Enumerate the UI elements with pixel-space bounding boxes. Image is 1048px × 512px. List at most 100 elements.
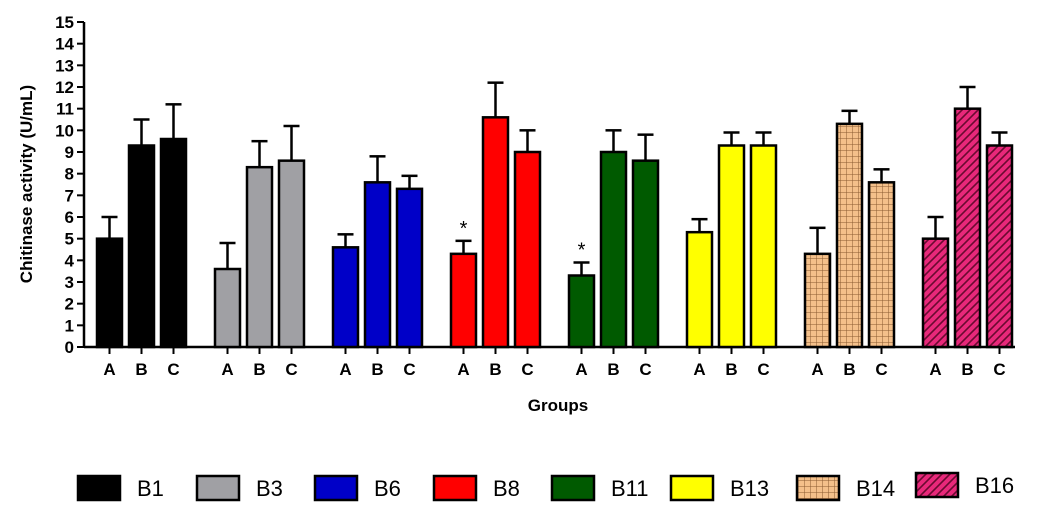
bar-b1-a [95, 237, 124, 349]
x-tick-label: A [221, 360, 233, 379]
legend-item-b8: B8 [432, 474, 520, 502]
x-axis-title: Groups [528, 396, 588, 415]
bar-b11-a [567, 274, 596, 349]
legend-label: B11 [611, 476, 649, 501]
bar-b13-a [685, 230, 714, 349]
legend-item-b13: B13 [669, 474, 769, 502]
x-tick-label: C [167, 360, 179, 379]
legend-item-b16: B16 [914, 471, 1014, 499]
legend-item-b1: B1 [76, 474, 164, 502]
bar-b3-b [245, 165, 274, 349]
x-tick-label: B [961, 360, 973, 379]
bar-b3-a [213, 267, 242, 349]
bar-b8-a [449, 252, 478, 349]
bar-b6-a [331, 246, 360, 349]
legend-swatch [669, 474, 715, 502]
bar-b16-b [953, 107, 982, 349]
x-tick-label: B [253, 360, 265, 379]
legend-swatch [432, 474, 478, 502]
x-tick-label: C [285, 360, 297, 379]
y-tick-label: 0 [65, 338, 74, 357]
x-tick-label: C [521, 360, 533, 379]
bar-b8-c [513, 150, 542, 349]
x-tick-label: B [607, 360, 619, 379]
bar-group-b13: A B C [685, 131, 778, 379]
bar-group-b3: A B C [213, 124, 306, 379]
y-tick-label: 6 [65, 208, 74, 227]
bar-group-b11: A * B C [567, 129, 660, 379]
bar-group-b16: A B C [921, 85, 1014, 379]
bars: A B C A B C A B C A * B C A * B C A B C A B C A B C [95, 81, 1014, 379]
bar-b14-a [803, 252, 832, 349]
x-tick-label: C [639, 360, 651, 379]
bar-b14-c [867, 181, 896, 349]
bar-group-b6: A B C [331, 155, 424, 379]
y-tick-label: 14 [55, 35, 74, 54]
x-tick-label: B [843, 360, 855, 379]
y-tick-label: 10 [55, 121, 74, 140]
bar-b6-c [395, 187, 424, 349]
y-tick-label: 12 [55, 78, 74, 97]
x-tick-label: B [135, 360, 147, 379]
bar-b3-c [277, 159, 306, 349]
bar-b16-c [985, 144, 1014, 349]
x-tick-label: A [103, 360, 115, 379]
x-tick-label: A [339, 360, 351, 379]
legend-label: B8 [493, 476, 520, 501]
y-tick-label: 5 [65, 230, 74, 249]
x-tick-label: C [875, 360, 887, 379]
x-tick-label: A [457, 360, 469, 379]
significance-marker: * [578, 240, 586, 262]
x-tick-label: C [757, 360, 769, 379]
legend-swatch [313, 474, 359, 502]
y-tick-label: 15 [55, 13, 74, 32]
y-tick-label: 13 [55, 56, 74, 75]
legend-item-b6: B6 [313, 474, 401, 502]
bar-b6-b [363, 181, 392, 349]
y-axis-title: Chitinase activity (U/mL) [17, 85, 36, 283]
legend-item-b14: B14 [795, 474, 895, 502]
legend-swatch [550, 474, 596, 502]
legend-label: B13 [730, 476, 769, 501]
legend-swatch [76, 474, 122, 502]
bar-group-b14: A B C [803, 109, 896, 379]
bar-b1-b [127, 144, 156, 349]
bar-b13-c [749, 144, 778, 349]
y-tick-label: 4 [65, 251, 75, 270]
y-tick-label: 9 [65, 143, 74, 162]
y-tick-label: 11 [56, 100, 74, 119]
bar-b1-c [159, 137, 188, 349]
x-tick-label: C [403, 360, 415, 379]
bar-b16-a [921, 237, 950, 349]
legend-swatch [195, 474, 241, 502]
legend-label: B1 [137, 476, 164, 501]
legend-item-b11: B11 [550, 474, 649, 502]
x-tick-label: A [575, 360, 587, 379]
bar-b11-b [599, 150, 628, 349]
legend: B1 B3 B6 B8 B11 B13 B14 B16 [76, 471, 1014, 502]
x-tick-label: A [929, 360, 941, 379]
bar-b8-b [481, 116, 510, 349]
bar-group-b8: A * B C [449, 81, 542, 379]
y-tick-label: 2 [65, 295, 74, 314]
legend-label: B14 [856, 476, 895, 501]
y-tick-label: 8 [65, 165, 74, 184]
bar-b11-c [631, 159, 660, 349]
x-tick-label: C [993, 360, 1005, 379]
legend-swatch [914, 471, 960, 499]
x-tick-label: A [693, 360, 705, 379]
x-tick-label: B [725, 360, 737, 379]
legend-swatch [795, 474, 841, 502]
legend-label: B3 [256, 476, 283, 501]
legend-label: B6 [374, 476, 401, 501]
x-tick-label: B [371, 360, 383, 379]
legend-label: B16 [975, 473, 1014, 498]
legend-item-b3: B3 [195, 474, 283, 502]
bar-group-b1: A B C [95, 103, 188, 379]
bar-b14-b [835, 122, 864, 349]
bar-b13-b [717, 144, 746, 349]
significance-marker: * [460, 218, 468, 240]
y-tick-label: 3 [65, 273, 74, 292]
x-tick-label: A [811, 360, 823, 379]
